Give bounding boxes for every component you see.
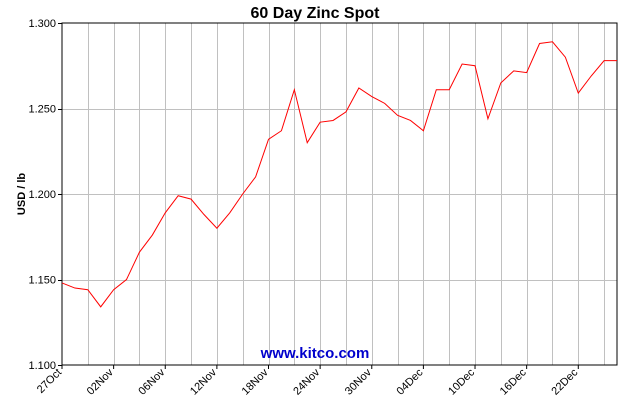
zinc-price-line <box>61 41 617 308</box>
data-point <box>345 111 347 113</box>
data-point <box>87 289 89 291</box>
data-point <box>229 212 231 214</box>
chart-title: 60 Day Zinc Spot <box>251 5 381 22</box>
data-point <box>190 198 192 200</box>
data-point <box>474 65 476 67</box>
watermark-link[interactable]: www.kitco.com <box>260 345 370 362</box>
data-point <box>525 71 527 73</box>
data-point <box>551 41 553 43</box>
data-point <box>216 227 218 229</box>
data-point <box>461 63 463 65</box>
data-point <box>293 88 295 90</box>
data-point <box>603 59 605 61</box>
y-tick-label: 1.300 <box>28 18 56 30</box>
data-point <box>203 213 205 215</box>
data-point <box>267 138 269 140</box>
data-point <box>306 142 308 144</box>
data-point <box>112 289 114 291</box>
y-tick-label: 1.250 <box>28 104 56 116</box>
data-point <box>513 70 515 72</box>
data-point <box>422 130 424 132</box>
data-point <box>435 88 437 90</box>
data-point <box>61 282 63 284</box>
data-point <box>254 176 256 178</box>
data-point <box>564 56 566 58</box>
data-point <box>371 95 373 97</box>
data-point <box>100 306 102 308</box>
data-point <box>577 92 579 94</box>
grid-layer <box>62 23 617 365</box>
data-point <box>409 119 411 121</box>
data-point <box>358 87 360 89</box>
data-point <box>396 114 398 116</box>
data-point <box>138 251 140 253</box>
y-tick-label: 1.100 <box>28 360 56 372</box>
data-point <box>590 75 592 77</box>
data-point <box>242 193 244 195</box>
data-point <box>74 287 76 289</box>
y-axis-label: USD / lb <box>16 173 28 215</box>
data-point <box>177 195 179 197</box>
data-point <box>448 88 450 90</box>
data-point <box>487 118 489 120</box>
series-layer <box>61 41 618 308</box>
data-point <box>319 121 321 123</box>
y-tick-label: 1.150 <box>28 275 56 287</box>
y-axis-ticks: 1.100 1.150 1.200 1.250 1.300 <box>28 18 62 372</box>
y-tick-label: 1.200 <box>28 189 56 201</box>
data-point <box>538 42 540 44</box>
data-point <box>280 130 282 132</box>
data-point <box>164 212 166 214</box>
data-point <box>500 82 502 84</box>
data-point <box>383 102 385 104</box>
data-point <box>125 278 127 280</box>
data-point <box>332 119 334 121</box>
data-point <box>151 234 153 236</box>
data-point <box>616 59 618 61</box>
